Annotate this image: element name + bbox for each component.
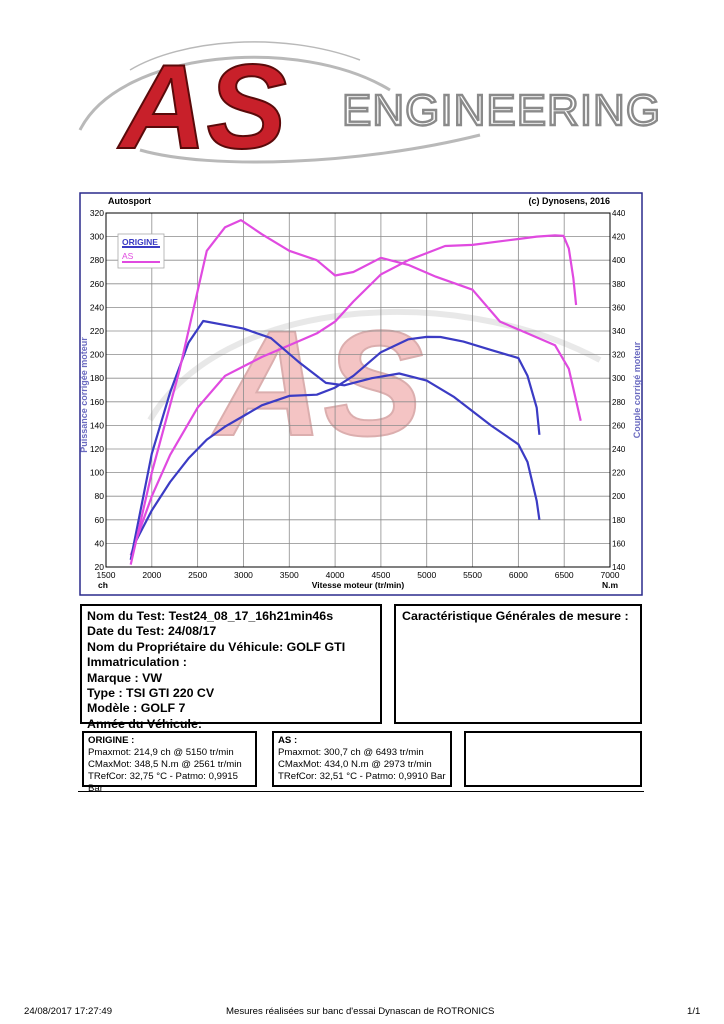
y-tick-label: 300 [90, 232, 104, 242]
empty-results-box [464, 731, 642, 787]
y-tick-label: 120 [90, 444, 104, 454]
vehicle-model: Modèle : GOLF 7 [87, 701, 186, 716]
y2-tick-label: 440 [612, 209, 626, 218]
y2-tick-label: 340 [612, 327, 626, 336]
chart-ticks: Autosport (c) Dynosens, 2016 1500 2000 2500 3… [79, 196, 642, 590]
x-tick-label: 3000 [234, 570, 253, 580]
logo-word: ENGINEERING [342, 86, 660, 135]
y-tick-label: 200 [90, 350, 104, 360]
x-tick-label: 6000 [509, 570, 528, 580]
y2-tick-label: 220 [612, 469, 626, 478]
logo-mark: AS [117, 40, 287, 174]
x-tick-label: 4500 [371, 570, 390, 580]
y2-tick-label: 400 [612, 256, 626, 265]
test-date: Date du Test: 24/08/17 [87, 624, 217, 639]
as-results-title: AS : [278, 735, 298, 746]
measurement-characteristics-box: Caractéristique Générales de mesure : [394, 604, 642, 724]
as-results-box: AS : Pmaxmot: 300,7 ch @ 6493 tr/min CMa… [272, 731, 452, 787]
y2-tick-label: 380 [612, 280, 626, 289]
series-line-as-power [129, 234, 578, 556]
test-info-box: Nom du Test: Test24_08_17_16h21min46s Da… [80, 604, 382, 731]
y2-tick-label: 360 [612, 303, 626, 312]
series-line-as-torque [129, 219, 582, 565]
vehicle-registration: Immatriculation : [87, 655, 187, 670]
x-tick-label: 7000 [601, 570, 620, 580]
x-tick-label: 5000 [417, 570, 436, 580]
as-engineering-logo: AS ENGINEERING [78, 39, 660, 175]
vehicle-owner: Nom du Propriétaire du Véhicule: GOLF GT… [87, 639, 346, 654]
y-axis-label: Puissance corrigée moteur [79, 337, 89, 453]
vehicle-year: Année du Véhicule: [87, 716, 202, 731]
chart-frame [79, 192, 643, 596]
y-tick-label: 40 [95, 538, 105, 548]
footer-datetime: 24/08/2017 17:27:49 [24, 1006, 113, 1017]
chart-header-right: (c) Dynosens, 2016 [528, 196, 610, 206]
x-tick-label: 4000 [326, 570, 345, 580]
as-pmax: Pmaxmot: 300,7 ch @ 6493 tr/min [278, 747, 424, 758]
y2-tick-label: 180 [612, 516, 626, 525]
as-cmax: CMaxMot: 434,0 N.m @ 2973 tr/min [278, 759, 432, 770]
x-tick-label: 6500 [555, 570, 574, 580]
x-unit-label: ch [98, 580, 108, 590]
series-line-origine-torque [129, 319, 541, 561]
y2-unit-label: N.m [602, 580, 619, 590]
y2-tick-label: 300 [612, 374, 626, 383]
chart-header-left: Autosport [108, 196, 151, 206]
y-tick-label: 220 [90, 326, 104, 336]
y-tick-label: 180 [90, 373, 104, 383]
origine-results-box: ORIGINE : Pmaxmot: 214,9 ch @ 5150 tr/mi… [82, 731, 257, 794]
test-name: Nom du Test: Test24_08_17_16h21min46s [87, 609, 334, 623]
svg-text:AS: AS [211, 299, 423, 467]
y-tick-label: 320 [90, 208, 104, 218]
chart-grid [79, 192, 643, 596]
origine-cmax: CMaxMot: 348,5 N.m @ 2561 tr/min [88, 759, 242, 770]
logo-swoosh [78, 41, 481, 164]
y-tick-label: 60 [95, 515, 105, 525]
y-tick-label: 160 [90, 397, 104, 407]
y2-tick-label: 420 [612, 233, 626, 242]
legend-label-as: AS [122, 251, 134, 261]
chart-legend: ORIGINE AS [117, 233, 165, 269]
x-tick-label: 2500 [188, 570, 207, 580]
y2-tick-label: 200 [612, 492, 626, 501]
dyno-chart: AS Autosport (c) Dynosens, 2016 1500 2000 25… [79, 192, 643, 596]
as-tref: TRefCor: 32,51 °C - Patmo: 0,9910 Bar [278, 771, 446, 782]
measurement-characteristics-title: Caractéristique Générales de mesure : [402, 609, 629, 623]
y-tick-label: 140 [90, 420, 104, 430]
x-axis-label: Vitesse moteur (tr/min) [312, 580, 405, 590]
vehicle-brand: Marque : VW [87, 670, 163, 685]
y-tick-label: 240 [90, 302, 104, 312]
origine-tref: TRefCor: 32,75 °C - Patmo: 0,9915 Bar [88, 771, 238, 794]
y2-tick-label: 160 [612, 539, 626, 548]
x-tick-label: 3500 [280, 570, 299, 580]
y-tick-label: 100 [90, 468, 104, 478]
y-tick-label: 80 [95, 491, 105, 501]
footer-page: 1/1 [687, 1006, 701, 1017]
y-tick-label: 20 [95, 562, 105, 572]
series-line-origine-power [132, 335, 541, 547]
y2-tick-label: 240 [612, 445, 626, 454]
footer-note: Mesures réalisées sur banc d'essai Dynas… [226, 1006, 495, 1017]
y2-tick-label: 320 [612, 351, 626, 360]
divider-line [78, 791, 644, 792]
y2-tick-label: 260 [612, 421, 626, 430]
x-tick-label: 5500 [463, 570, 482, 580]
chart-watermark: AS [147, 298, 602, 468]
x-tick-label: 1500 [97, 570, 116, 580]
y2-tick-label: 280 [612, 398, 626, 407]
origine-pmax: Pmaxmot: 214,9 ch @ 5150 tr/min [88, 747, 234, 758]
legend-label-origine: ORIGINE [122, 237, 158, 247]
origine-results-title: ORIGINE : [88, 735, 135, 746]
y2-tick-label: 140 [612, 563, 626, 572]
y-tick-label: 260 [90, 279, 104, 289]
y2-axis-label: Couple corrigé moteur [632, 341, 642, 438]
x-tick-label: 2000 [142, 570, 161, 580]
vehicle-type: Type : TSI GTI 220 CV [87, 686, 215, 701]
chart-series [129, 219, 582, 565]
y-tick-label: 280 [90, 255, 104, 265]
